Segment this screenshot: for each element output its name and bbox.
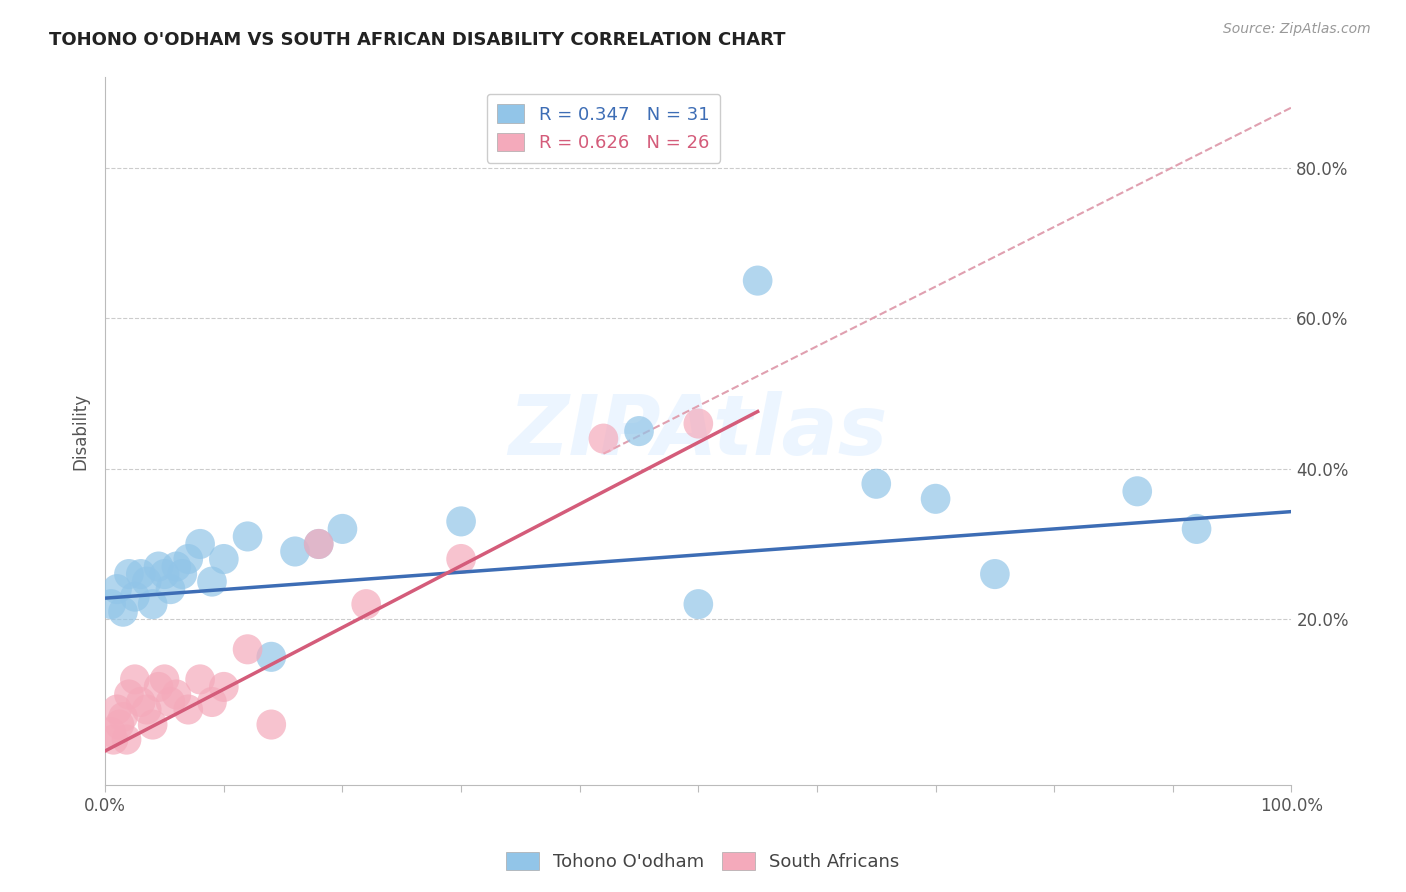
Text: Source: ZipAtlas.com: Source: ZipAtlas.com [1223,22,1371,37]
Text: ZIPAtlas: ZIPAtlas [509,391,889,472]
Legend: Tohono O'odham, South Africans: Tohono O'odham, South Africans [499,845,907,879]
Text: TOHONO O'ODHAM VS SOUTH AFRICAN DISABILITY CORRELATION CHART: TOHONO O'ODHAM VS SOUTH AFRICAN DISABILI… [49,31,786,49]
Y-axis label: Disability: Disability [72,392,89,470]
Legend: R = 0.347   N = 31, R = 0.626   N = 26: R = 0.347 N = 31, R = 0.626 N = 26 [486,94,720,163]
